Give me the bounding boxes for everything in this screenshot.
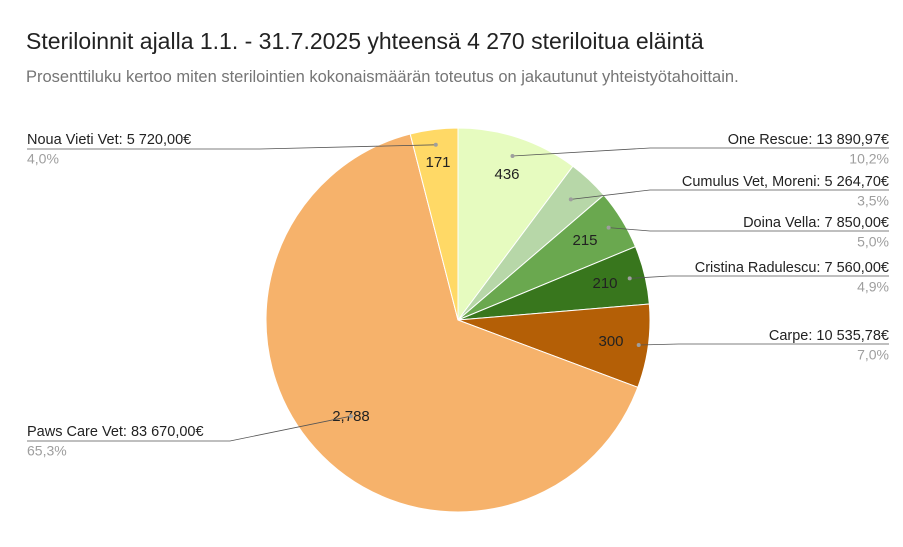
slice-label: Cumulus Vet, Moreni: 5 264,70€ [682, 174, 889, 190]
slice-percent-label: 4,0% [27, 151, 59, 167]
chart-title: Steriloinnit ajalla 1.1. - 31.7.2025 yht… [26, 28, 704, 54]
slice-count-label: 210 [592, 275, 617, 292]
slice-count-label: 300 [598, 333, 623, 350]
slice-label: Carpe: 10 535,78€ [769, 328, 889, 344]
pie-slices [265, 127, 651, 513]
slice-percent-label: 65,3% [27, 443, 67, 459]
slice-percent-label: 10,2% [849, 151, 889, 167]
leader-dot [510, 154, 515, 158]
slice-label: Paws Care Vet: 83 670,00€ [27, 424, 204, 440]
leader-dot [627, 276, 632, 281]
slice-percent-label: 3,5% [857, 193, 889, 209]
slice-count-label: 436 [494, 166, 519, 183]
leader-line [512, 147, 889, 157]
leader-dot [568, 197, 573, 202]
pie-slice [409, 127, 459, 321]
slice-count-label: 171 [425, 154, 450, 171]
slice-label: Doina Vella: 7 850,00€ [743, 215, 889, 231]
pie-slice [457, 127, 574, 322]
leader-line [570, 189, 889, 200]
leader-line [629, 275, 889, 279]
pie-slice [265, 133, 639, 513]
slice-label: Noua Vieti Vet: 5 720,00€ [27, 132, 191, 148]
pie-labels: 436 One Rescue: 13 890,97€ 10,2% Cumulus Ve… [27, 132, 889, 459]
chart-subtitle: Prosenttiluku kertoo miten sterilointien… [26, 68, 739, 86]
leader-line [608, 227, 889, 232]
leader-dot [636, 343, 641, 347]
leader-dot [606, 225, 611, 230]
slice-percent-label: 5,0% [857, 234, 889, 250]
slice-count-label: 215 [572, 232, 597, 249]
leader-line [638, 343, 889, 346]
leader-dot [348, 414, 353, 419]
slice-label: Cristina Radulescu: 7 560,00€ [695, 260, 889, 276]
leader-dot [433, 142, 438, 147]
slice-percent-label: 7,0% [857, 347, 889, 363]
leader-line [27, 415, 351, 442]
leader-line [27, 144, 436, 150]
slice-percent-label: 4,9% [857, 279, 889, 295]
slice-label: One Rescue: 13 890,97€ [728, 132, 889, 148]
